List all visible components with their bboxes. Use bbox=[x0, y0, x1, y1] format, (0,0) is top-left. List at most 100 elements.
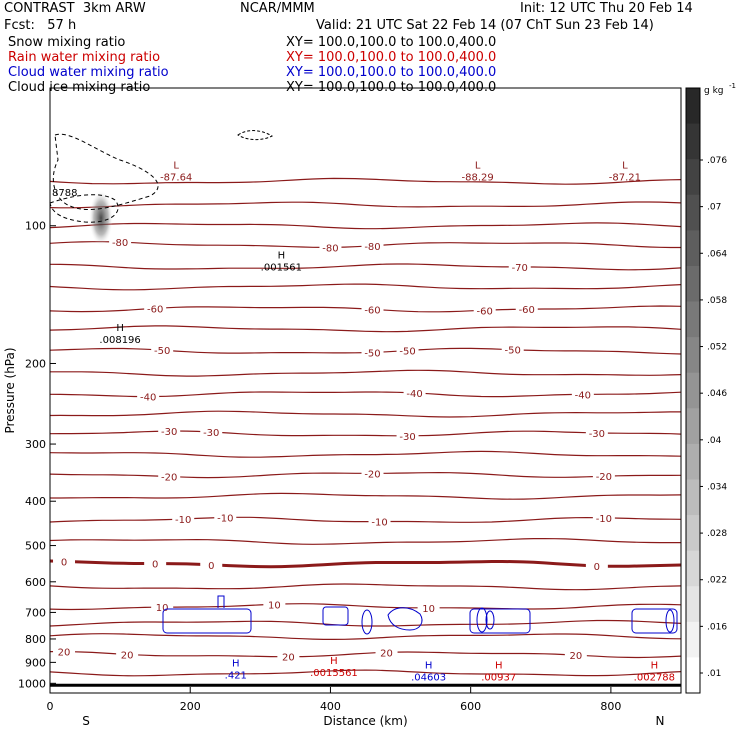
y-tick-label: 800 bbox=[25, 633, 46, 646]
colorbar-swatch bbox=[686, 408, 700, 445]
contour-label: -20 bbox=[161, 473, 177, 484]
contour-label-gap bbox=[571, 388, 594, 401]
y-tick-label: 100 bbox=[25, 220, 46, 233]
center-title: NCAR/MMM bbox=[240, 1, 315, 16]
contour-label: -50 bbox=[364, 348, 380, 359]
y-tick-label: 900 bbox=[25, 656, 46, 669]
contour-label-gap bbox=[403, 386, 426, 399]
contour-label-gap bbox=[214, 511, 237, 524]
temperature-contour bbox=[49, 430, 682, 437]
mixing-ratio-features bbox=[49, 130, 678, 635]
contour-label: 10 bbox=[422, 604, 435, 615]
extremum-marker: H bbox=[232, 659, 240, 670]
contour-label: -10 bbox=[217, 513, 233, 524]
contour-label-gap bbox=[417, 601, 440, 614]
contour-label: -50 bbox=[399, 347, 415, 358]
snow-value-label: 8788 bbox=[52, 188, 77, 199]
contour-label-gap bbox=[144, 302, 167, 315]
extremum-value: .002788 bbox=[634, 672, 675, 683]
cloud-water-contour bbox=[387, 607, 423, 631]
contour-label: -80 bbox=[322, 243, 338, 254]
colorbar-label: .058 bbox=[707, 296, 727, 306]
colorbar-swatch bbox=[686, 123, 700, 160]
contour-label: -40 bbox=[575, 390, 591, 401]
contour-label: -70 bbox=[512, 263, 528, 274]
valid-time: Valid: 21 UTC Sat 22 Feb 14 (07 ChT Sun … bbox=[316, 18, 654, 33]
contour-label: 0 bbox=[208, 561, 214, 572]
colorbar: g kg -1 .076 .07 .064 .058 .052 .046 .04 .034 .028… bbox=[685, 82, 736, 694]
contour-label: -60 bbox=[519, 305, 535, 316]
colorbar-label: .07 bbox=[707, 203, 721, 213]
temperature-contour bbox=[49, 583, 682, 591]
field-rain-name: Rain water mixing ratio bbox=[8, 50, 161, 65]
colorbar-swatch bbox=[686, 230, 700, 267]
field-cloudwater-name: Cloud water mixing ratio bbox=[8, 65, 169, 80]
contour-label-gap bbox=[564, 649, 587, 662]
contour-label-gap bbox=[263, 598, 286, 611]
extremum-value: .001561 bbox=[261, 263, 302, 274]
contour-label: 20 bbox=[569, 651, 582, 662]
contour-label-gap bbox=[592, 511, 615, 524]
cloud-water-contour bbox=[476, 607, 488, 633]
contour-label-gap bbox=[473, 304, 496, 317]
contour-label-gap bbox=[151, 601, 174, 614]
contour-label: -50 bbox=[505, 346, 521, 357]
contour-label: -40 bbox=[406, 389, 422, 400]
temperature-contour bbox=[49, 177, 682, 185]
contour-label-gap bbox=[592, 470, 615, 483]
colorbar-label: .076 bbox=[707, 156, 727, 166]
contour-label: -20 bbox=[364, 469, 380, 480]
south-label: S bbox=[82, 714, 90, 728]
temperature-contour bbox=[49, 450, 682, 458]
contour-label: -60 bbox=[477, 306, 493, 317]
colorbar-unit-exponent: -1 bbox=[729, 82, 736, 90]
contour-label-gap bbox=[585, 559, 608, 572]
temperature-contour bbox=[49, 619, 682, 627]
colorbar-swatch bbox=[686, 372, 700, 409]
extremum-marker: H bbox=[116, 323, 124, 334]
cloud-water-contour bbox=[361, 609, 373, 635]
colorbar-swatch bbox=[686, 621, 700, 658]
y-axis-title: Pressure (hPa) bbox=[3, 347, 17, 433]
y-tick-label: 300 bbox=[25, 438, 46, 451]
cloud-ice-contour bbox=[237, 130, 274, 141]
contour-label-gap bbox=[515, 303, 538, 316]
contour-label-gap bbox=[361, 346, 384, 359]
contour-label: -80 bbox=[364, 242, 380, 253]
colorbar-unit: g kg bbox=[704, 86, 724, 96]
y-tick-label: 1000 bbox=[18, 677, 46, 690]
cloud-water-contour bbox=[322, 606, 349, 626]
contour-label: 20 bbox=[380, 648, 393, 659]
extremum-marker: H bbox=[278, 251, 286, 262]
contour-label-gap bbox=[375, 646, 398, 659]
contour-label: -30 bbox=[589, 429, 605, 440]
contour-label: -30 bbox=[399, 432, 415, 443]
extremum-marker: H bbox=[330, 656, 338, 667]
colorbar-swatch bbox=[686, 550, 700, 587]
cloud-water-contour bbox=[162, 608, 252, 634]
temperature-contour bbox=[49, 516, 682, 523]
model-title: CONTRAST 3km ARW bbox=[4, 1, 146, 16]
contour-label: -20 bbox=[596, 472, 612, 483]
extremum-value: -87.21 bbox=[609, 173, 641, 184]
temperature-contour bbox=[49, 633, 682, 640]
contour-label: -80 bbox=[112, 238, 128, 249]
contour-label: -30 bbox=[203, 428, 219, 439]
plot-axes: 0 200 400 600 800100200300400500600700800900… bbox=[3, 87, 682, 728]
y-tick-label: 600 bbox=[25, 576, 46, 589]
contour-label-gap bbox=[53, 555, 76, 568]
colorbar-swatch bbox=[686, 586, 700, 623]
y-tick-label: 200 bbox=[25, 357, 46, 370]
field-snow-name: Snow mixing ratio bbox=[8, 35, 126, 50]
extremum-value: .008196 bbox=[99, 335, 140, 346]
contour-label-gap bbox=[200, 558, 223, 571]
contour-label: 20 bbox=[121, 650, 134, 661]
contour-label: 0 bbox=[61, 557, 67, 568]
cloud-water-contour bbox=[469, 608, 531, 634]
temperature-contour bbox=[49, 263, 682, 271]
colorbar-swatch bbox=[686, 88, 700, 125]
extremum-value: .04603 bbox=[411, 672, 446, 683]
colorbar-swatch bbox=[686, 657, 700, 694]
temperature-contour bbox=[49, 669, 682, 677]
colorbar-label: .01 bbox=[707, 669, 721, 679]
